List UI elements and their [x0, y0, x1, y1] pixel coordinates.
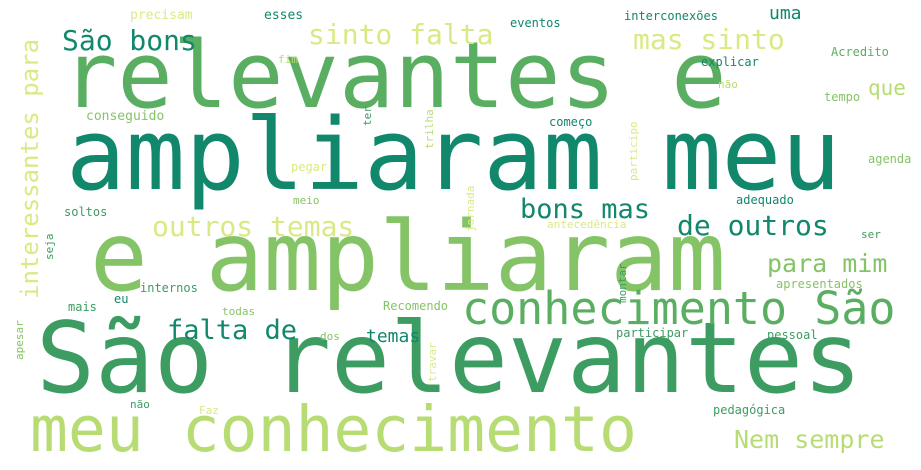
cloud-word: participo — [627, 121, 640, 181]
cloud-word: São bons — [62, 24, 197, 57]
cloud-word: interessantes para — [16, 38, 44, 299]
cloud-word: de outros — [677, 209, 829, 242]
cloud-word: internos — [140, 281, 198, 295]
cloud-word: eventos — [510, 16, 561, 30]
cloud-word: esses — [264, 8, 304, 23]
cloud-word: explicar — [701, 55, 759, 69]
cloud-word: começo — [549, 115, 593, 129]
cloud-word: apresentados — [776, 277, 863, 291]
cloud-word: mais — [68, 300, 97, 314]
cloud-word: ser — [861, 228, 881, 241]
cloud-word: Faz — [199, 404, 219, 417]
cloud-word: conseguido — [86, 109, 165, 124]
cloud-word: jornada — [464, 185, 477, 232]
cloud-word: todas — [222, 305, 256, 318]
cloud-word: apesar — [13, 320, 26, 360]
cloud-word: não — [718, 78, 738, 91]
cloud-word: bons mas — [520, 194, 651, 225]
cloud-word: outros temas — [152, 210, 355, 243]
cloud-word: soltos — [64, 205, 108, 219]
cloud-word: que — [868, 76, 906, 100]
cloud-word: Recomendo — [383, 299, 449, 313]
cloud-word: eu — [114, 292, 129, 306]
cloud-word: para mim — [767, 249, 888, 278]
cloud-word: não — [130, 398, 150, 411]
cloud-word: mas sinto — [633, 23, 785, 56]
cloud-word: falta de — [167, 315, 298, 346]
cloud-word: pedagógica — [713, 403, 786, 417]
cloud-word: dos — [320, 330, 340, 343]
cloud-word: tempo — [824, 90, 861, 104]
cloud-word: antecedência — [547, 218, 627, 231]
cloud-word: sinto falta — [308, 18, 494, 51]
cloud-word: Nem sempre — [734, 425, 885, 454]
cloud-word: ter — [361, 106, 374, 126]
cloud-word: conhecimento São — [462, 282, 896, 335]
cloud-word: e ampliaram — [90, 201, 726, 313]
cloud-word: precisam — [130, 8, 193, 23]
cloud-word: participar — [616, 326, 689, 340]
cloud-word: pessoal — [767, 328, 818, 342]
cloud-word: seja — [43, 233, 56, 261]
cloud-word: agenda — [868, 152, 912, 166]
cloud-word: Acredito — [831, 45, 889, 59]
cloud-word: fim — [278, 53, 298, 66]
cloud-word: ampliaram meu — [66, 98, 841, 213]
cloud-word: adequado — [736, 193, 794, 207]
cloud-word: montar — [616, 263, 629, 303]
cloud-word: meio — [293, 194, 320, 207]
cloud-word: uma — [769, 3, 802, 24]
cloud-word: São relevantes — [36, 302, 863, 416]
cloud-word: interconexões — [624, 9, 718, 23]
cloud-word: travar — [426, 342, 439, 382]
cloud-word: relevantes e — [62, 22, 727, 129]
cloud-word: pegar — [291, 160, 328, 174]
cloud-word: meu conhecimento — [30, 393, 637, 466]
cloud-word: trilha — [423, 109, 436, 149]
cloud-word: temas — [366, 326, 421, 347]
